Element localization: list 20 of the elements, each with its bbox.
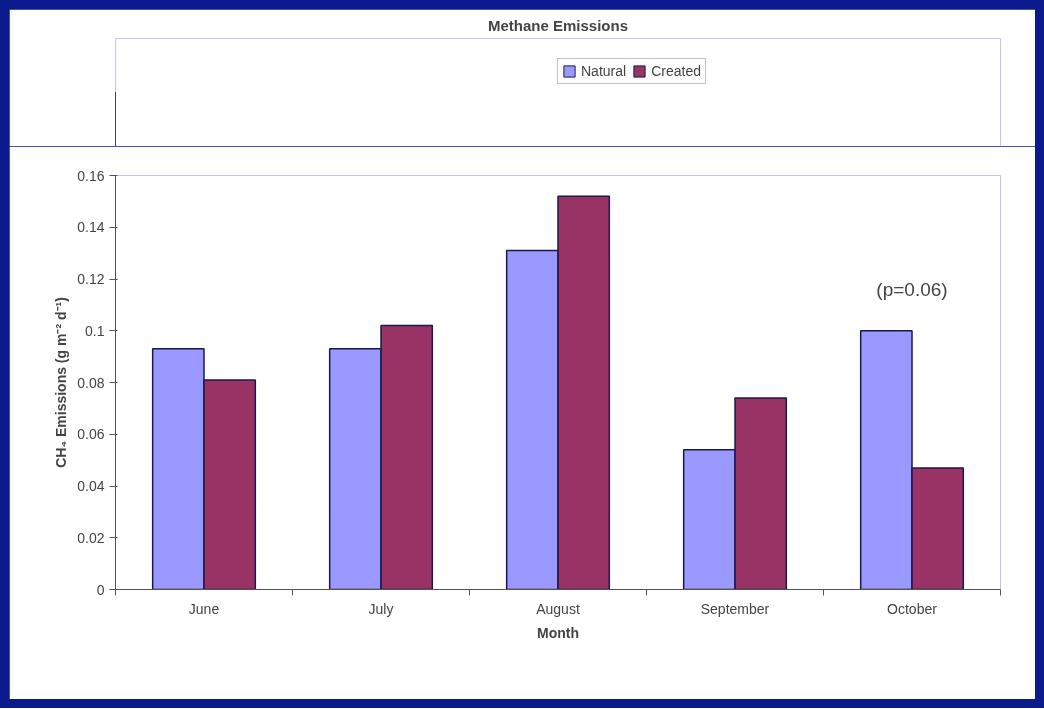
chart-title: Methane Emissions xyxy=(487,16,629,34)
x-tick-label: October xyxy=(887,600,938,617)
legend-label: Created xyxy=(651,63,701,79)
annotation: (p=0.06) xyxy=(876,279,948,300)
x-tick-label: September xyxy=(700,600,770,617)
y-tick-label: 0.1 xyxy=(85,322,105,339)
y-tick-label: 0.06 xyxy=(77,426,105,443)
x-tick-label: July xyxy=(368,600,394,617)
y-tick-label: 0.12 xyxy=(77,271,105,287)
y-tick-label: 0.04 xyxy=(77,478,105,494)
y-axis-title: CH₄ Emissions (g m⁻² d⁻¹) xyxy=(53,297,70,468)
x-tick-label: June xyxy=(188,600,220,617)
x-tick-label: August xyxy=(536,600,580,617)
y-tick-label: 0.16 xyxy=(77,167,105,184)
y-tick-label: 0.02 xyxy=(77,529,105,546)
y-tick-label: 0 xyxy=(96,581,105,598)
y-tick-label: 0.08 xyxy=(77,374,105,391)
y-tick-label: 0.14 xyxy=(77,219,105,236)
x-axis-title: Month xyxy=(537,624,579,641)
legend-label: Natural xyxy=(581,63,627,79)
